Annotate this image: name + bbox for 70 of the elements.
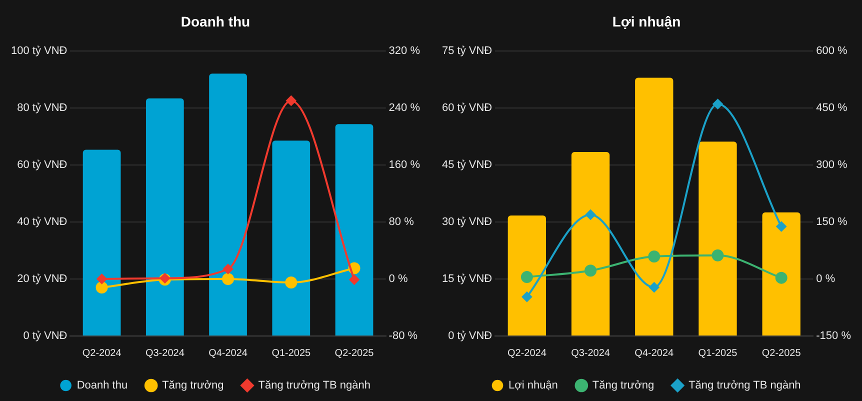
y2-tick-label: 80 %: [388, 216, 414, 228]
point: [586, 210, 596, 220]
y-tick-label: 80 tỷ VNĐ: [17, 102, 68, 114]
bar: [698, 142, 737, 336]
x-tick-label: Q1-2025: [272, 348, 312, 359]
y-tick-label: 0 tỷ VNĐ: [23, 330, 68, 342]
x-tick-label: Q2-2025: [762, 348, 802, 359]
y-tick-label: 60 tỷ VNĐ: [17, 158, 68, 171]
bar: [571, 152, 610, 336]
y2-tick-label: 0 %: [388, 272, 408, 285]
y-tick-label: 75 tỷ VNĐ: [442, 44, 492, 57]
point: [775, 272, 788, 284]
point: [349, 274, 360, 285]
point: [522, 292, 532, 302]
y2-tick-label: 320 %: [388, 44, 420, 57]
y-tick-label: 40 tỷ VNĐ: [17, 216, 68, 228]
point: [520, 271, 533, 284]
y-tick-label: 0 tỷ VNĐ: [448, 330, 492, 342]
point: [649, 282, 660, 292]
y-tick-label: 100 tỷ VNĐ: [10, 44, 68, 57]
bar: [209, 74, 247, 336]
legend-label: Doanh thu: [76, 380, 128, 392]
y2-tick-label: 240 %: [388, 102, 420, 114]
legend-label: Tăng trưởng: [162, 380, 224, 392]
x-tick-label: Q2-2024: [82, 348, 122, 359]
x-tick-label: Q3-2024: [571, 348, 610, 359]
point: [96, 282, 108, 294]
y-tick-label: 45 tỷ VNĐ: [442, 158, 492, 171]
legend-label: Tăng trưởng TB ngành: [688, 380, 801, 392]
legend-label: Lợi nhuận: [508, 380, 558, 392]
y2-tick-label: 150 %: [816, 216, 848, 228]
y-tick-label: 20 tỷ VNĐ: [17, 272, 68, 285]
x-tick-label: Q4-2024: [634, 348, 674, 359]
point: [285, 276, 298, 289]
y-tick-label: 60 tỷ VNĐ: [442, 102, 492, 114]
bar: [508, 215, 546, 336]
point: [648, 250, 660, 263]
bar: [146, 98, 184, 336]
point: [712, 249, 724, 262]
chart-title: Doanh thu: [180, 13, 250, 30]
y2-tick-label: 160 %: [388, 158, 420, 171]
x-tick-label: Q3-2024: [145, 348, 185, 359]
bar: [272, 140, 310, 336]
bar: [82, 150, 121, 336]
y-tick-label: 30 tỷ VNĐ: [442, 216, 492, 228]
x-tick-label: Q4-2024: [208, 348, 248, 359]
legend-label: Tăng trưởng TB ngành: [258, 380, 370, 392]
y2-tick-label: 300 %: [816, 158, 848, 171]
y2-tick-label: 0 %: [816, 272, 836, 285]
y2-tick-label: 450 %: [816, 102, 848, 114]
y-tick-label: 15 tỷ VNĐ: [442, 272, 492, 285]
point: [160, 273, 170, 284]
point: [222, 272, 234, 285]
chart-title: Lợi nhuận: [612, 13, 681, 30]
bar: [635, 78, 674, 336]
point: [776, 221, 786, 232]
x-tick-label: Q1-2025: [698, 348, 738, 359]
point: [584, 264, 597, 277]
bar: [762, 212, 800, 336]
point: [286, 96, 296, 106]
point: [96, 274, 107, 284]
legend-label: Tăng trưởng: [592, 380, 654, 392]
y2-tick-label: -150 %: [816, 330, 852, 342]
bar: [335, 124, 374, 336]
y2-tick-label: -80 %: [388, 330, 418, 342]
point: [712, 99, 723, 110]
point: [223, 264, 234, 274]
x-tick-label: Q2-2024: [507, 348, 547, 359]
x-tick-label: Q2-2025: [334, 348, 374, 359]
y2-tick-label: 600 %: [816, 44, 848, 57]
